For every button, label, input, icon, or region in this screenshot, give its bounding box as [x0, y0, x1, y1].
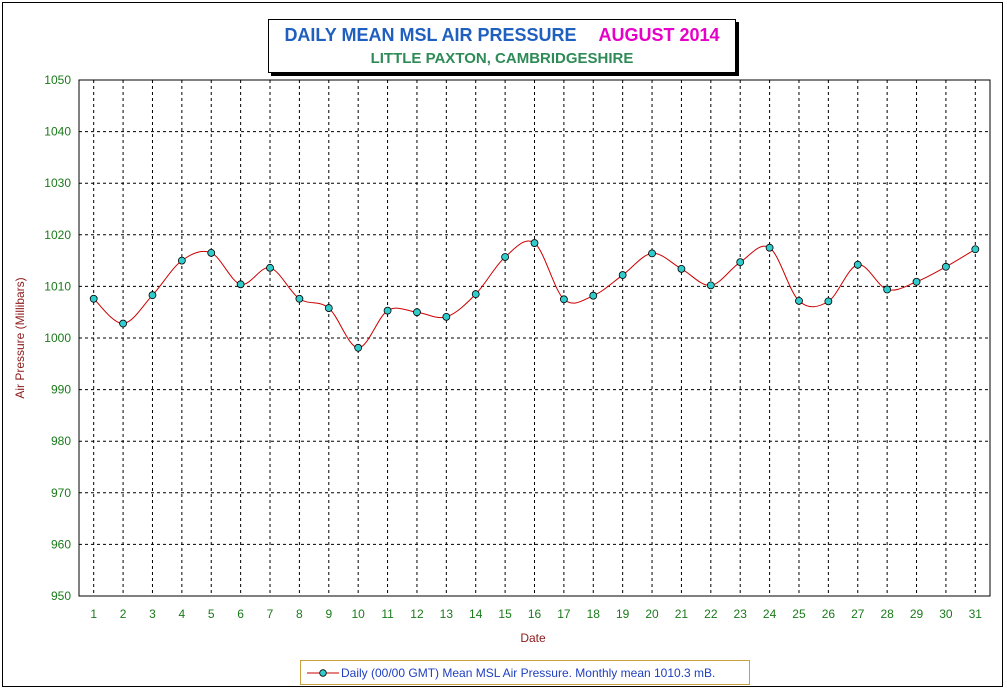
grid: [78, 79, 991, 597]
data-point: [266, 263, 274, 272]
data-point: [883, 285, 892, 294]
legend: Daily (00/00 GMT) Mean MSL Air Pressure.…: [300, 660, 750, 685]
x-tick-label: 22: [704, 607, 718, 621]
y-tick-label: 1010: [44, 279, 71, 293]
data-point: [795, 296, 803, 305]
data-point: [89, 294, 98, 303]
data-point: [324, 304, 333, 312]
x-tick-label: 11: [381, 607, 394, 621]
series-line: [93, 240, 976, 349]
data-point: [236, 280, 245, 289]
data-point: [413, 308, 421, 317]
data-point: [471, 290, 480, 299]
data-point: [383, 306, 392, 315]
x-tick-label: 19: [616, 607, 630, 621]
x-tick-label: 28: [880, 607, 894, 621]
chart-title-period: AUGUST 2014: [598, 25, 720, 45]
x-tick-label: 25: [792, 607, 806, 621]
data-point: [912, 277, 921, 286]
data-point: [177, 256, 186, 265]
x-tick-label: 6: [237, 607, 244, 621]
y-tick-label: 1040: [44, 125, 71, 139]
x-tick-label: 12: [410, 607, 424, 621]
legend-swatch: [307, 669, 339, 677]
data-point: [853, 260, 862, 269]
x-tick-labels: 1 2 3 4 5 6 7 8 9 10 11 12 13 14 15 16 17 18 19 20 21 22 23 24 2…: [90, 607, 982, 621]
data-points: [89, 239, 980, 352]
data-point: [559, 295, 568, 304]
data-point: [736, 258, 745, 267]
data-point: [765, 243, 774, 252]
x-tick-label: 3: [149, 607, 156, 621]
x-tick-label: 4: [179, 607, 186, 621]
y-axis-title: Air Pressure (Millibars): [13, 277, 27, 398]
x-tick-label: 21: [675, 607, 689, 621]
x-tick-label: 26: [822, 607, 836, 621]
data-point: [942, 262, 950, 271]
x-tick-label: 2: [120, 607, 127, 621]
x-tick-label: 31: [969, 607, 983, 621]
x-tick-label: 20: [645, 607, 659, 621]
x-tick-label: 7: [267, 607, 274, 621]
data-point: [677, 264, 686, 273]
chart-title: DAILY MEAN MSL AIR PRESSURE: [284, 25, 577, 45]
x-tick-label: 24: [763, 607, 777, 621]
y-tick-labels: 950 960 970 980 990 1000 1010 1020 1030 1040 1050: [44, 73, 71, 603]
x-tick-label: 13: [440, 607, 454, 621]
x-tick-label: 10: [351, 607, 365, 621]
x-tick-label: 9: [325, 607, 332, 621]
x-tick-label: 29: [910, 607, 924, 621]
x-tick-label: 1: [90, 607, 97, 621]
x-tick-label: 5: [208, 607, 215, 621]
data-point: [207, 248, 216, 257]
x-tick-label: 16: [528, 607, 542, 621]
x-tick-label: 30: [939, 607, 953, 621]
data-point: [295, 294, 304, 303]
data-point: [148, 291, 157, 300]
data-point: [971, 245, 980, 254]
data-point: [354, 343, 363, 352]
x-tick-label: 27: [851, 607, 865, 621]
y-tick-label: 1000: [44, 331, 71, 345]
y-tick-label: 970: [51, 486, 71, 500]
x-tick-label: 18: [587, 607, 601, 621]
y-tick-label: 960: [51, 537, 71, 551]
y-tick-label: 1050: [44, 73, 71, 87]
y-tick-label: 1030: [44, 176, 71, 190]
title-line: DAILY MEAN MSL AIR PRESSURE AUGUST 2014: [269, 25, 735, 46]
x-tick-label: 8: [296, 607, 303, 621]
data-point: [648, 249, 656, 258]
data-point: [706, 281, 715, 290]
data-point: [442, 312, 451, 321]
x-tick-label: 14: [469, 607, 483, 621]
x-tick-label: 15: [498, 607, 512, 621]
x-tick-label: 17: [557, 607, 571, 621]
y-tick-label: 1020: [44, 228, 71, 242]
y-tick-label: 980: [51, 434, 71, 448]
data-point: [618, 271, 627, 279]
data-point: [824, 297, 833, 306]
y-tick-label: 990: [51, 383, 71, 397]
x-tick-label: 23: [734, 607, 748, 621]
legend-entry: Daily (00/00 GMT) Mean MSL Air Pressure.…: [341, 666, 716, 680]
chart-subtitle: LITTLE PAXTON, CAMBRIDGESHIRE: [370, 50, 634, 67]
y-tick-label: 950: [51, 589, 71, 603]
x-axis-title: Date: [520, 631, 546, 645]
title-box: DAILY MEAN MSL AIR PRESSURE AUGUST 2014 L…: [268, 19, 736, 73]
data-point: [530, 239, 539, 247]
data-point: [589, 291, 598, 300]
data-point: [119, 319, 127, 328]
data-point: [501, 253, 510, 261]
